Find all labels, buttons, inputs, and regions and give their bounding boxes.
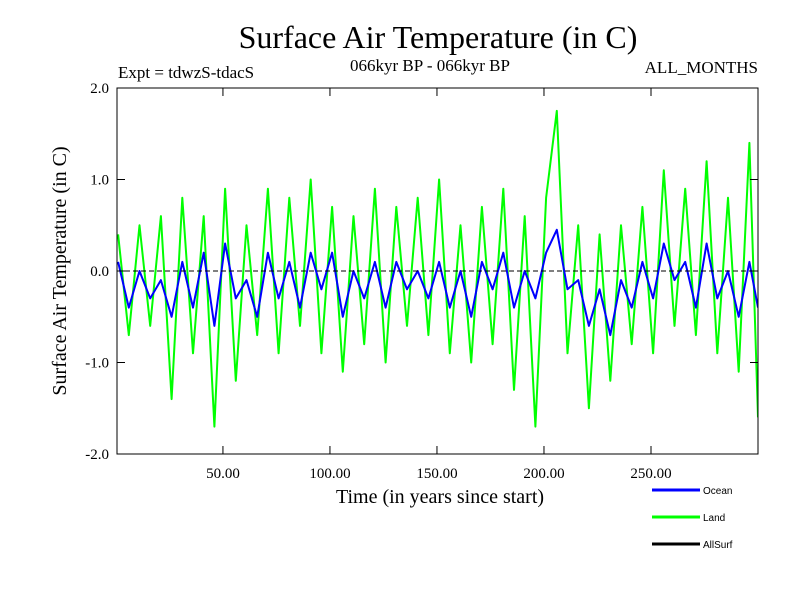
y-axis: -2.0 -1.0 0.0 1.0 2.0: [85, 81, 758, 463]
series-line-ocean: [117, 228, 758, 337]
y-tick-label: 1.0: [90, 173, 109, 189]
legend-label-ocean: Ocean: [703, 486, 732, 497]
legend-label-allsurf: AllSurf: [703, 540, 733, 551]
x-tick-label: 50.00: [206, 466, 240, 482]
y-tick-label: -2.0: [85, 447, 109, 463]
series-line-land: [117, 109, 758, 428]
legend: Ocean Land AllSurf: [652, 486, 733, 551]
x-tick-label: 200.00: [523, 466, 564, 482]
y-tick-label: -1.0: [85, 356, 109, 372]
series-group: [117, 109, 758, 428]
legend-label-land: Land: [703, 513, 725, 524]
chart-subtitle-center: 066kyr BP - 066kyr BP: [350, 56, 510, 75]
y-tick-label: 2.0: [90, 81, 109, 97]
y-tick-label: 0.0: [90, 264, 109, 280]
x-tick-label: 250.00: [630, 466, 671, 482]
chart-subtitle-left: Expt = tdwzS-tdacS: [118, 63, 254, 82]
chart-title: Surface Air Temperature (in C): [239, 19, 638, 55]
chart-subtitle-right: ALL_MONTHS: [645, 58, 758, 77]
y-axis-label: Surface Air Temperature (in C): [49, 146, 71, 395]
x-axis-label: Time (in years since start): [336, 486, 544, 508]
x-tick-label: 150.00: [416, 466, 457, 482]
plot-area: [117, 109, 758, 428]
x-axis: 50.00 100.00 150.00 200.00 250.00: [206, 88, 672, 482]
x-tick-label: 100.00: [309, 466, 350, 482]
